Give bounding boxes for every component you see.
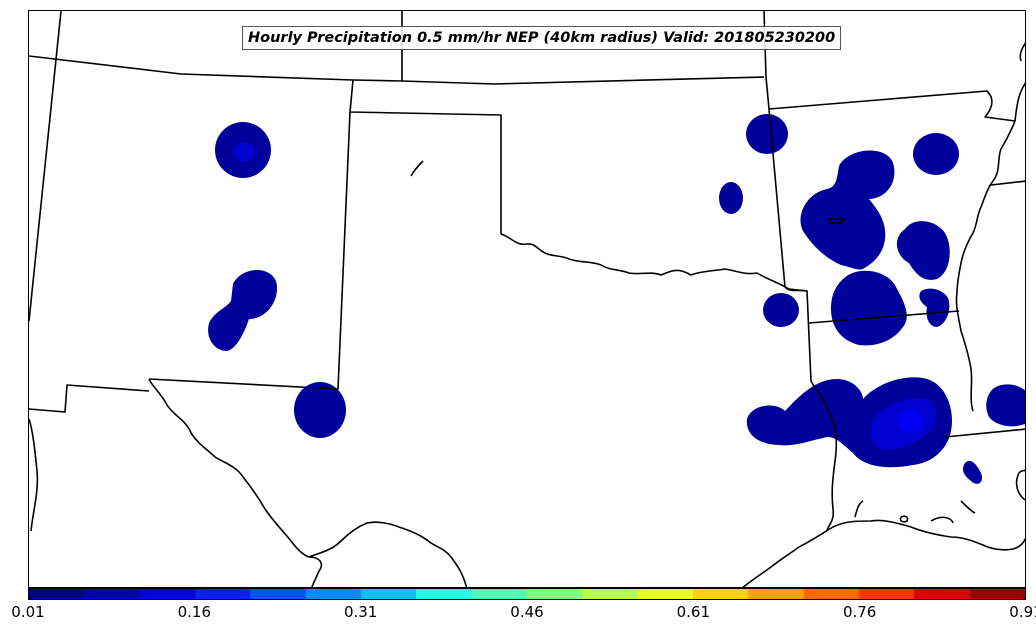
border-line xyxy=(29,418,39,532)
state-boundaries xyxy=(29,11,1025,587)
precip-blob xyxy=(800,150,895,270)
colorbar-segment xyxy=(360,589,417,599)
map-canvas xyxy=(29,11,1025,587)
colorbar-segment xyxy=(416,589,472,599)
precip-blob xyxy=(913,133,959,175)
border-line xyxy=(1019,42,1025,62)
colorbar-tick-label: 0.61 xyxy=(676,603,711,621)
colorbar-segment xyxy=(969,589,1025,599)
border-line xyxy=(944,428,1025,438)
colorbar-tick-label: 0.91 xyxy=(1009,603,1036,621)
colorbar-segment xyxy=(582,589,638,599)
precip-blob xyxy=(896,221,950,280)
colorbar-tick-label: 0.76 xyxy=(842,603,877,621)
border-line xyxy=(148,378,323,587)
precip-blob xyxy=(763,293,799,327)
border-line xyxy=(29,384,150,413)
colorbar-segment xyxy=(692,589,749,599)
border-line xyxy=(816,390,838,532)
border-line xyxy=(148,111,351,390)
border-line xyxy=(930,516,954,524)
border-line xyxy=(955,120,1016,412)
precip-blob xyxy=(208,270,278,351)
colorbar-tick-label: 0.46 xyxy=(510,603,544,621)
colorbar-tick-label: 0.01 xyxy=(11,603,45,621)
colorbar-segment xyxy=(250,589,306,599)
colorbar-segment xyxy=(858,589,915,599)
border-line xyxy=(990,180,1025,186)
colorbar-segment xyxy=(305,589,361,599)
colorbar-segment xyxy=(194,589,251,599)
precip-blob xyxy=(746,114,788,154)
border-line xyxy=(1014,82,1025,122)
border-line xyxy=(828,218,846,224)
colorbar xyxy=(28,588,1026,600)
map-title: Hourly Precipitation 0.5 mm/hr NEP (40km… xyxy=(242,26,842,50)
colorbar-segment xyxy=(29,589,85,599)
precipitation-areas xyxy=(208,114,1025,484)
colorbar-segment xyxy=(84,589,140,599)
precip-blob xyxy=(919,288,950,327)
colorbar-segment xyxy=(471,589,527,599)
border-line xyxy=(854,500,864,518)
border-line xyxy=(1015,469,1025,501)
colorbar-segment xyxy=(803,589,859,599)
precip-blob xyxy=(897,409,925,433)
border-line xyxy=(768,108,818,392)
border-line xyxy=(960,500,976,514)
colorbar-segment xyxy=(637,589,693,599)
colorbar-segment xyxy=(526,589,583,599)
precip-blob xyxy=(831,270,907,346)
colorbar-tick-label: 0.16 xyxy=(177,603,212,621)
map-panel: Hourly Precipitation 0.5 mm/hr NEP (40km… xyxy=(28,10,1026,588)
border-line xyxy=(308,521,468,587)
colorbar-segment xyxy=(914,589,970,599)
precip-blob xyxy=(294,382,346,438)
colorbar-segment xyxy=(139,589,195,599)
border-line xyxy=(808,310,960,324)
colorbar-segment xyxy=(748,589,804,599)
colorbar-tick-label: 0.31 xyxy=(343,603,378,621)
precip-blob xyxy=(719,182,743,214)
precip-blob xyxy=(963,460,983,484)
border-line xyxy=(742,519,1025,587)
precip-blob xyxy=(986,384,1025,427)
border-line xyxy=(763,11,1016,122)
border-line xyxy=(29,55,765,85)
border-line xyxy=(29,11,62,322)
border-line xyxy=(899,515,909,523)
border-line xyxy=(410,160,424,177)
border-line xyxy=(349,79,808,292)
precip-blob xyxy=(234,142,254,162)
